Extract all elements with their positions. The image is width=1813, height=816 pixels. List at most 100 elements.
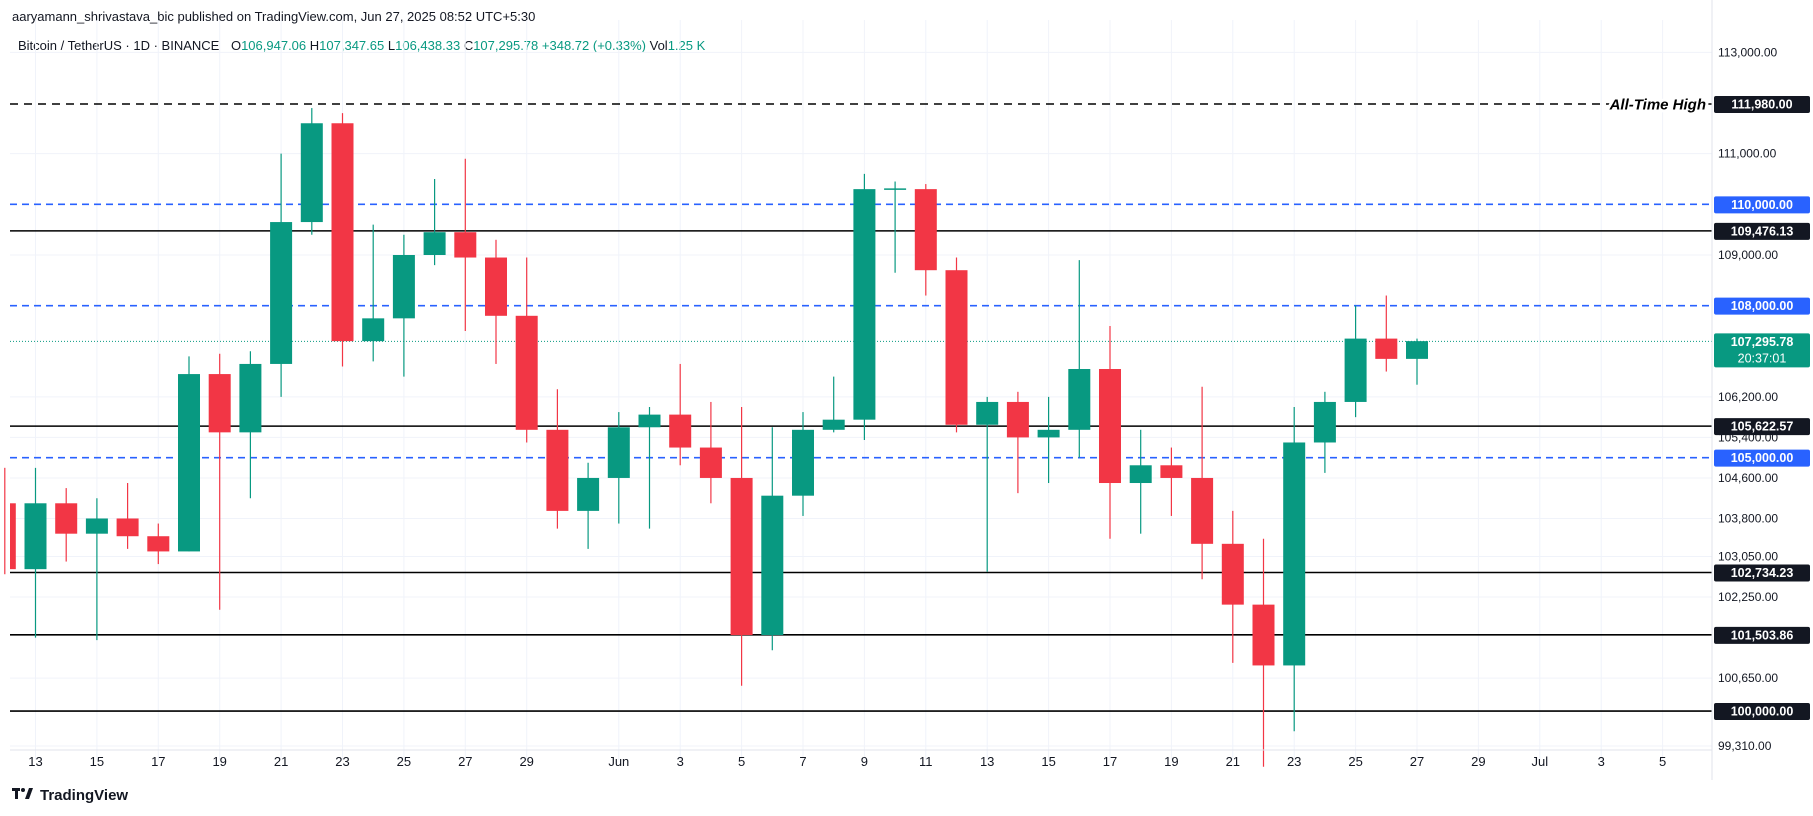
- price-axis[interactable]: 113,000.00 111,000.00 109,000.00 106,200.00…: [1711, 0, 1810, 780]
- candle[interactable]: [792, 412, 814, 516]
- candle-body: [1375, 338, 1398, 359]
- level-price-tag[interactable]: [1714, 222, 1810, 240]
- candle-body: [85, 518, 108, 534]
- candle[interactable]: [1406, 338, 1428, 385]
- time-tick-label: 13: [28, 754, 42, 769]
- time-tick-label: Jul: [1531, 754, 1548, 769]
- candle[interactable]: [914, 184, 937, 296]
- price-tick-label: 103,800.00: [1718, 511, 1778, 525]
- candle[interactable]: [1252, 538, 1275, 767]
- price-tick-label: 100,650.00: [1718, 671, 1778, 685]
- candle[interactable]: [546, 389, 569, 529]
- candle[interactable]: [853, 173, 876, 440]
- candle-body: [1037, 429, 1060, 438]
- time-tick-label: 25: [1348, 754, 1362, 769]
- level-price-tag[interactable]: [1714, 703, 1810, 721]
- price-tick-label: 99,310.00: [1718, 739, 1772, 753]
- candle[interactable]: [331, 113, 354, 367]
- candle[interactable]: [208, 353, 231, 610]
- candle[interactable]: [270, 153, 293, 397]
- level-price-tag[interactable]: [1714, 297, 1810, 315]
- level-price-tag[interactable]: [1714, 564, 1810, 582]
- last-price-tag[interactable]: [1714, 333, 1810, 368]
- candle[interactable]: [4, 467, 16, 575]
- candle[interactable]: [178, 356, 200, 552]
- candle[interactable]: [577, 462, 600, 549]
- candle[interactable]: [485, 239, 507, 364]
- candle-body: [853, 189, 876, 420]
- candle[interactable]: [85, 498, 108, 641]
- level-price-tag[interactable]: [1714, 196, 1810, 214]
- candle[interactable]: [300, 108, 323, 235]
- candle[interactable]: [392, 234, 415, 377]
- level-price-tag[interactable]: [1714, 96, 1810, 113]
- time-tick-label: 29: [519, 754, 533, 769]
- candle[interactable]: [1191, 386, 1214, 580]
- candle-body: [577, 477, 600, 511]
- candle[interactable]: [1221, 510, 1244, 663]
- candle[interactable]: [423, 178, 446, 266]
- level-price-label: 101,503.86: [1731, 628, 1794, 642]
- time-tick-label: 25: [397, 754, 411, 769]
- candle[interactable]: [1037, 396, 1060, 484]
- level-price-tag[interactable]: [1714, 449, 1810, 467]
- candle-body: [362, 318, 385, 342]
- candle[interactable]: [638, 407, 661, 529]
- candle-body: [1006, 401, 1029, 438]
- candle[interactable]: [454, 158, 477, 332]
- tradingview-brand[interactable]: TradingView: [12, 786, 128, 804]
- time-tick-label: 5: [1659, 754, 1666, 769]
- level-price-label: 105,000.00: [1731, 451, 1794, 465]
- candle[interactable]: [607, 412, 630, 524]
- candle[interactable]: [761, 427, 784, 651]
- candle[interactable]: [1375, 295, 1398, 372]
- candle-body: [1129, 465, 1152, 484]
- candle[interactable]: [1006, 391, 1029, 494]
- candle[interactable]: [976, 396, 999, 572]
- time-tick-label: 17: [151, 754, 165, 769]
- candle-body: [976, 401, 999, 425]
- legend-close-value: 107,295.78: [473, 38, 539, 53]
- candle[interactable]: [1283, 407, 1306, 732]
- candle[interactable]: [1160, 447, 1183, 516]
- candle-body: [1160, 465, 1183, 478]
- candle[interactable]: [147, 523, 170, 565]
- legend-change-value: +348.72 (+0.33%): [541, 38, 646, 53]
- candle-body: [730, 477, 753, 636]
- candle[interactable]: [884, 181, 907, 273]
- candle[interactable]: [945, 257, 968, 433]
- time-tick-label: 19: [212, 754, 226, 769]
- candle[interactable]: [699, 401, 722, 504]
- level-price-tag[interactable]: [1714, 418, 1810, 436]
- candle[interactable]: [515, 257, 538, 443]
- candle-body: [1068, 369, 1091, 430]
- candle[interactable]: [116, 483, 139, 549]
- candle[interactable]: [669, 363, 692, 466]
- last-price-countdown: 20:37:01: [1738, 351, 1787, 365]
- publisher-caption: aaryamann_shrivastava_bic published on T…: [12, 9, 536, 24]
- time-axis[interactable]: 13 15 17 19 21 23 25 27 29 Jun 3 5 7 9 11 13 15 17 19 21 23 2…: [10, 749, 1712, 769]
- time-tick-label: 9: [861, 754, 868, 769]
- price-tick-label: 113,000.00: [1718, 45, 1777, 59]
- candle-body: [392, 254, 415, 319]
- price-chart[interactable]: All-Time High 113,000.00 111,000.00 109,00…: [0, 0, 1813, 780]
- candle[interactable]: [362, 224, 385, 362]
- candle-body: [822, 419, 845, 430]
- candle[interactable]: [1099, 325, 1121, 539]
- candle[interactable]: [1129, 429, 1152, 534]
- candle[interactable]: [1068, 260, 1091, 458]
- legend-symbol[interactable]: Bitcoin / TetherUS · 1D · BINANCE: [18, 38, 220, 53]
- candle[interactable]: [822, 376, 845, 433]
- candle[interactable]: [239, 351, 262, 499]
- candle-body: [1283, 442, 1306, 666]
- level-price-label: 102,734.23: [1731, 566, 1794, 580]
- level-price-tag[interactable]: [1714, 626, 1810, 644]
- candle[interactable]: [1344, 305, 1367, 418]
- candle[interactable]: [730, 407, 753, 686]
- candle[interactable]: [55, 488, 78, 562]
- candle-body: [178, 374, 200, 552]
- candle[interactable]: [1313, 391, 1336, 473]
- candle-body: [1252, 604, 1275, 666]
- candle[interactable]: [24, 467, 47, 638]
- candle-body: [300, 123, 323, 223]
